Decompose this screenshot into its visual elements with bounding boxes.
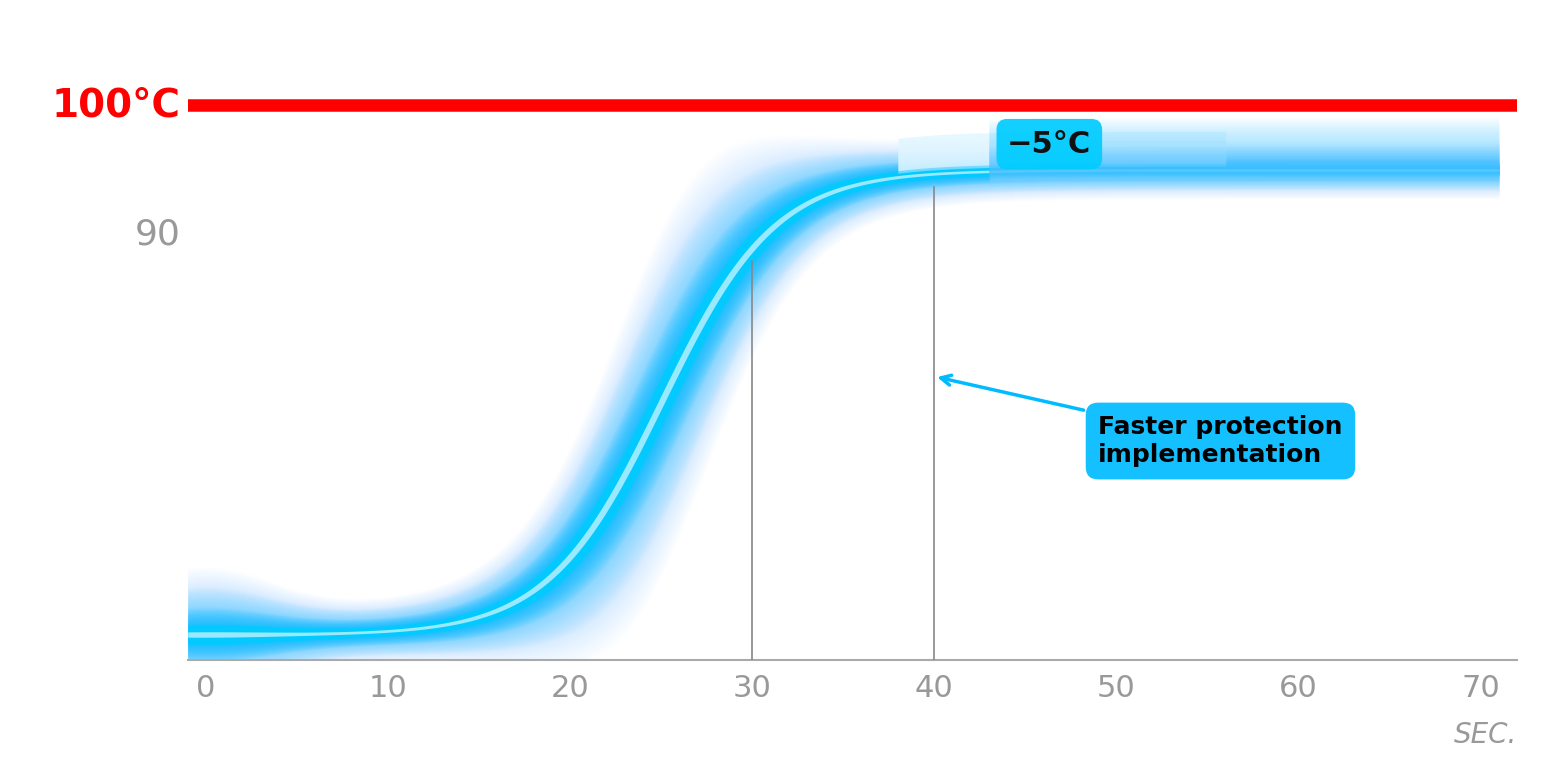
Text: 90: 90 <box>135 217 181 251</box>
Text: SEC.: SEC. <box>1453 721 1517 749</box>
Text: Faster protection
implementation: Faster protection implementation <box>942 376 1343 467</box>
Text: 100°C: 100°C <box>52 86 181 124</box>
Text: −5°C: −5°C <box>1007 130 1092 159</box>
